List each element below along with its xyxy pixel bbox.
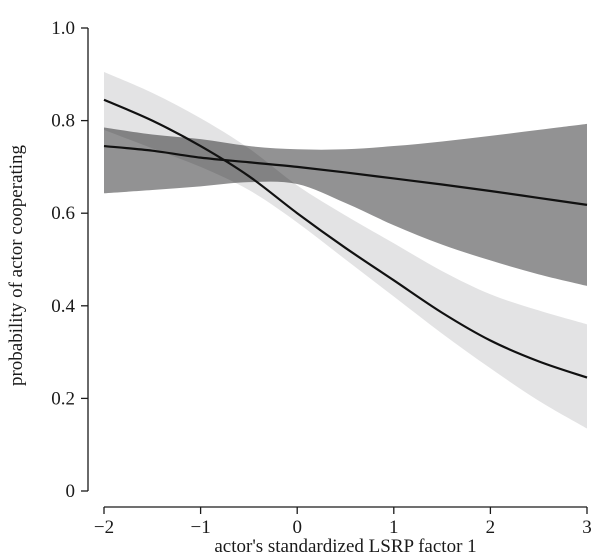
x-tick-label: 2 <box>486 517 496 538</box>
x-tick-label: 0 <box>292 517 302 538</box>
y-tick-label: 0.2 <box>51 388 75 409</box>
confidence-bands <box>104 71 587 429</box>
x-axis-ticks: −2 −1 0 1 2 3 <box>94 507 592 538</box>
x-tick-label: 3 <box>582 517 592 538</box>
y-axis-title: probability of actor cooperating <box>6 144 27 386</box>
fit-line-2 <box>103 144 588 206</box>
x-tick-label: −2 <box>94 517 114 538</box>
fit-lines <box>103 98 588 379</box>
x-axis-title: actor's standardized LSRP factor 1 <box>214 536 476 556</box>
y-tick-label: 1.0 <box>51 18 75 39</box>
fit-line-1 <box>103 98 588 379</box>
y-tick-label: 0.8 <box>51 111 75 132</box>
y-tick-label: 0.6 <box>51 203 75 224</box>
confidence-band-2 <box>104 123 587 286</box>
y-tick-label: 0.4 <box>51 296 75 317</box>
y-axis-ticks: 0 0.2 0.4 0.6 0.8 1.0 <box>51 18 88 502</box>
x-tick-label: 1 <box>389 517 399 538</box>
x-tick-label: −1 <box>190 517 210 538</box>
y-tick-label: 0 <box>66 481 76 502</box>
